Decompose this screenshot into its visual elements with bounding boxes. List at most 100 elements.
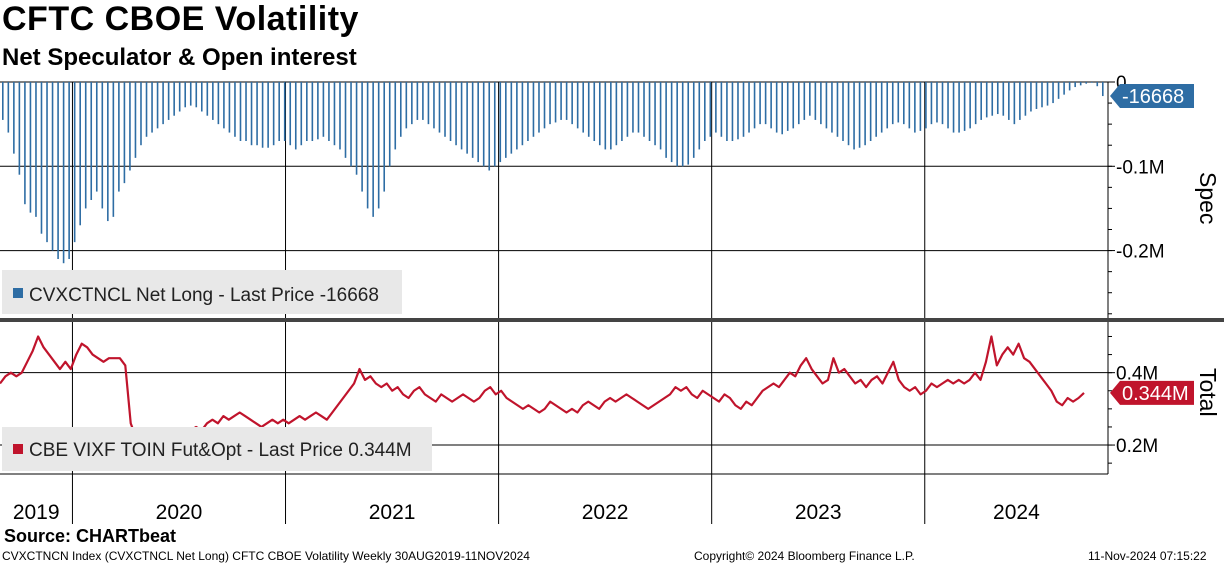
- spec-bar: [499, 82, 502, 163]
- spec-axis-title: Spec: [1195, 172, 1221, 224]
- spec-bar: [261, 82, 264, 148]
- spec-bar: [383, 82, 386, 192]
- spec-bar: [239, 82, 242, 141]
- spec-bar: [234, 82, 236, 137]
- spec-bar: [206, 82, 209, 116]
- spec-bar: [1063, 82, 1065, 95]
- total-legend-swatch: [13, 444, 23, 454]
- spec-bar: [643, 82, 645, 137]
- spec-bar: [200, 82, 203, 112]
- spec-bar: [482, 82, 485, 167]
- spec-bar: [184, 82, 187, 108]
- spec-bar: [1102, 82, 1104, 97]
- spec-bar: [880, 82, 883, 133]
- spec-bar: [1013, 82, 1016, 125]
- spec-panel: 0 -0.1M -0.2M: [0, 73, 1224, 322]
- spec-bar: [1090, 82, 1093, 83]
- spec-bar: [477, 82, 479, 163]
- spec-last-value-badge: -16668: [1110, 84, 1194, 109]
- spec-bar: [460, 82, 463, 150]
- spec-last-value-text: -16668: [1122, 86, 1184, 108]
- spec-bar: [759, 82, 761, 125]
- spec-bar: [820, 82, 822, 125]
- spec-bar: [764, 82, 767, 125]
- total-legend: CBE VIXF TOIN Fut&Opt - Last Price 0.344…: [2, 427, 432, 471]
- spec-bar: [632, 82, 634, 133]
- chart-title: CFTC CBOE Volatility: [2, 0, 359, 38]
- spec-bar: [963, 82, 966, 131]
- spec-bar: [167, 82, 170, 120]
- spec-bar: [366, 82, 369, 209]
- spec-bar: [1057, 82, 1060, 99]
- spec-bar: [797, 82, 800, 125]
- spec-ytick-label: -0.2M: [1116, 242, 1165, 263]
- spec-bar: [786, 82, 789, 131]
- spec-bar: [289, 82, 292, 146]
- spec-bar: [90, 82, 93, 200]
- spec-bar: [427, 82, 430, 125]
- footer-copyright: Copyright© 2024 Bloomberg Finance L.P.: [694, 549, 915, 563]
- spec-bar: [107, 82, 109, 222]
- spec-bar: [510, 82, 513, 154]
- spec-bar: [903, 82, 905, 125]
- spec-bar: [1024, 82, 1027, 116]
- spec-bar: [875, 82, 877, 137]
- spec-bar: [726, 82, 728, 141]
- spec-bar: [112, 82, 115, 217]
- spec-bar: [598, 82, 601, 146]
- spec-bar: [1030, 82, 1032, 112]
- spec-bar: [438, 82, 441, 133]
- spec-bar: [698, 82, 701, 150]
- spec-bar: [985, 82, 988, 118]
- x-year-label: 2021: [369, 501, 416, 524]
- spec-bar: [687, 82, 690, 165]
- spec-bar: [145, 82, 148, 137]
- spec-bar: [29, 82, 32, 213]
- spec-bar: [731, 82, 734, 141]
- spec-bar: [709, 82, 712, 137]
- spec-bar: [57, 82, 59, 259]
- spec-bar: [306, 82, 308, 141]
- spec-bar: [720, 82, 723, 137]
- spec-bar: [936, 82, 938, 123]
- spec-bar: [361, 82, 363, 192]
- spec-bar: [444, 82, 446, 137]
- spec-bar: [228, 82, 231, 133]
- spec-bar: [267, 82, 269, 148]
- spec-legend-label: CVXCTNCL Net Long - Last Price -16668: [29, 285, 379, 306]
- spec-bar: [554, 82, 557, 123]
- spec-bar: [162, 82, 164, 125]
- spec-ytick-label: -0.1M: [1116, 157, 1165, 178]
- spec-bar: [814, 82, 817, 120]
- spec-bar: [278, 82, 280, 141]
- spec-bar: [571, 82, 573, 125]
- spec-bar: [35, 82, 37, 217]
- spec-bar: [670, 82, 673, 163]
- spec-bar: [212, 82, 214, 120]
- spec-bar: [505, 82, 507, 158]
- spec-bar: [753, 82, 756, 129]
- spec-bar: [344, 82, 347, 158]
- spec-bar: [223, 82, 225, 129]
- spec-bar: [40, 82, 43, 234]
- spec-bar: [433, 82, 435, 129]
- spec-bar: [974, 82, 977, 125]
- spec-bar: [134, 82, 137, 158]
- spec-bar: [593, 82, 596, 141]
- spec-bar: [422, 82, 424, 120]
- spec-bar: [587, 82, 590, 137]
- spec-bar: [958, 82, 960, 133]
- spec-bar: [1074, 82, 1076, 88]
- spec-bar: [156, 82, 159, 129]
- spec-bar: [471, 82, 474, 158]
- spec-bar: [1096, 82, 1099, 87]
- spec-bar: [79, 82, 81, 226]
- spec-bar: [1008, 82, 1010, 120]
- spec-bar: [864, 82, 866, 146]
- spec-bar: [582, 82, 584, 133]
- spec-bar: [95, 82, 98, 192]
- spec-bar: [245, 82, 247, 141]
- spec-bar: [853, 82, 855, 150]
- footer-description: CVXCTNCN Index (CVXCTNCL Net Long) CFTC …: [2, 549, 530, 563]
